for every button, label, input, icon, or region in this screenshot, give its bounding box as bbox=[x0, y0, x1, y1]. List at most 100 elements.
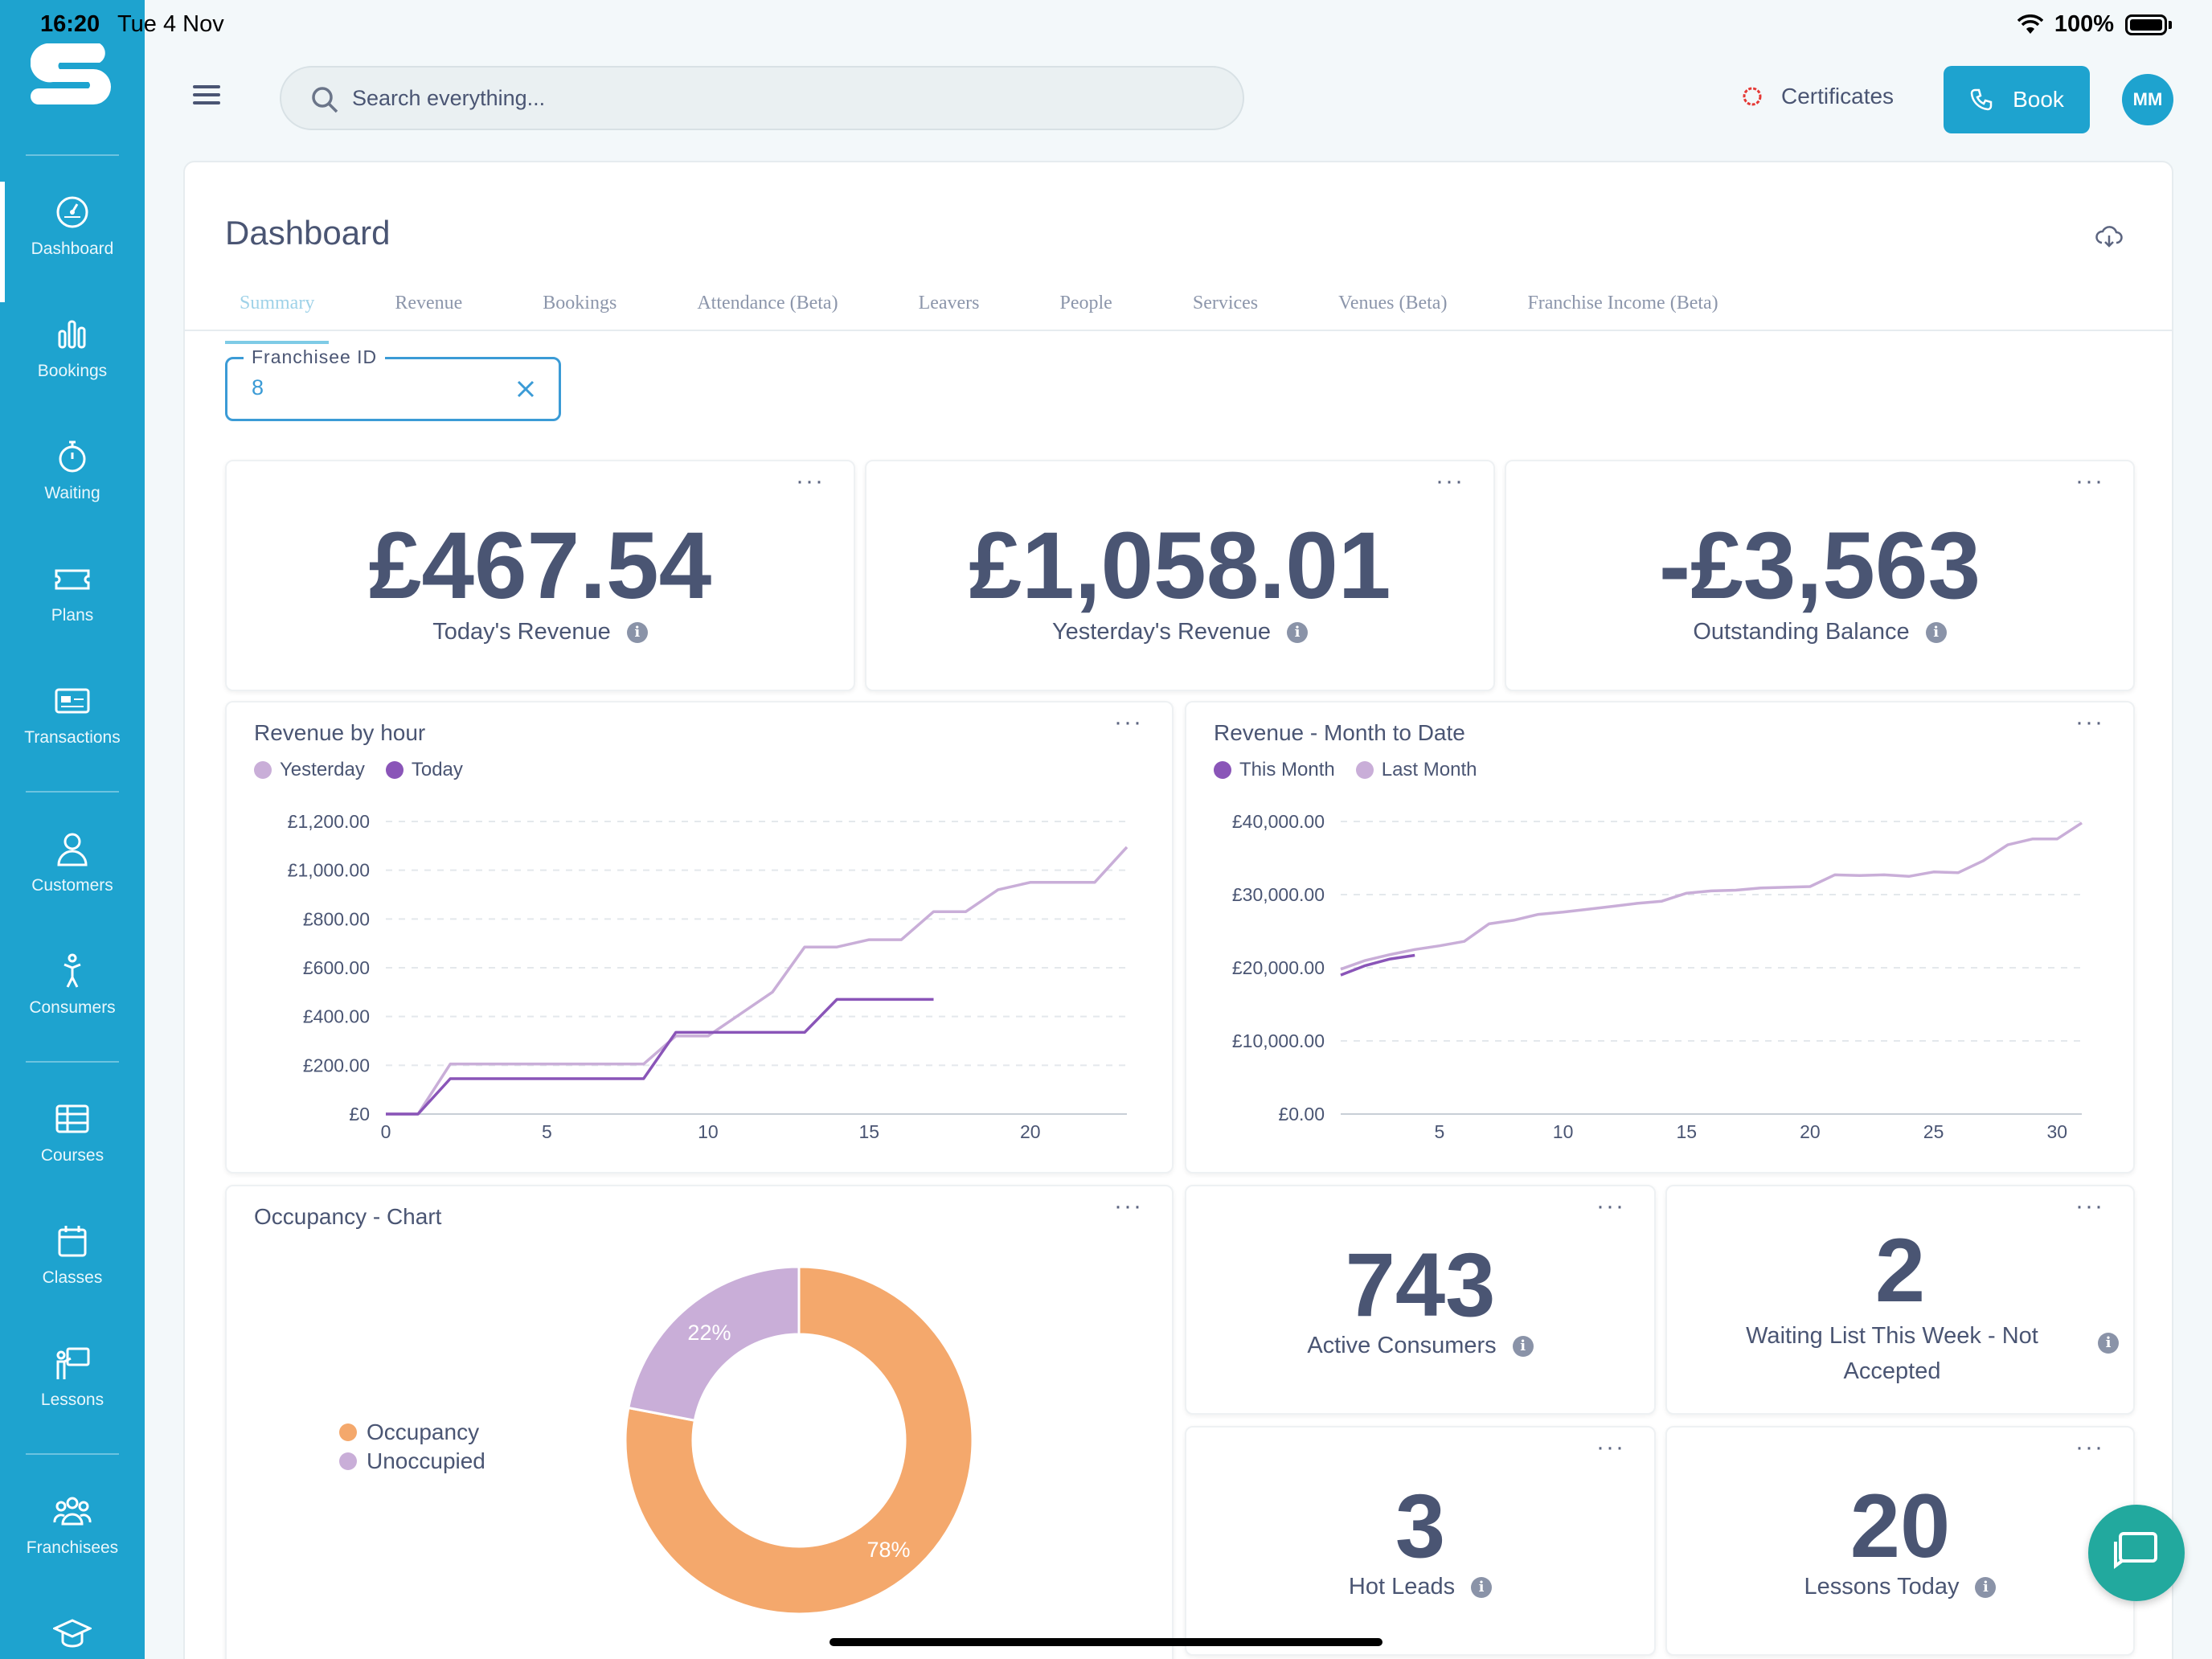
series-line-this-month[interactable] bbox=[1340, 953, 1415, 977]
more-options-icon[interactable]: ··· bbox=[2075, 1434, 2104, 1460]
franchisee-id-value[interactable]: 8 bbox=[252, 375, 264, 399]
card-icon bbox=[55, 688, 90, 714]
search-bar[interactable] bbox=[280, 66, 1244, 130]
x-tick-label: 0 bbox=[381, 1121, 391, 1142]
y-tick-label: £1,000.00 bbox=[288, 860, 370, 881]
legend-item-unoccupied[interactable]: Unoccupied bbox=[339, 1448, 485, 1474]
x-tick-label: 20 bbox=[1800, 1121, 1821, 1142]
legend-item-yesterday[interactable]: Yesterday bbox=[254, 759, 365, 781]
sidebar-item-label: Plans bbox=[51, 606, 94, 625]
sidebar-item-transactions[interactable]: Transactions bbox=[0, 682, 145, 786]
pie-slice-label: 22% bbox=[687, 1321, 731, 1345]
info-icon[interactable]: i bbox=[626, 622, 648, 644]
kpi-hot-leads: ··· 3 Hot Leads i bbox=[1185, 1426, 1656, 1656]
tab-summary[interactable]: Summary bbox=[225, 293, 330, 344]
tab-attendance[interactable]: Attendance (Beta) bbox=[697, 293, 838, 313]
more-options-icon[interactable]: ··· bbox=[1436, 468, 1464, 494]
info-icon[interactable]: i bbox=[1287, 622, 1309, 644]
sidebar-item-label: Bookings bbox=[37, 362, 108, 380]
sidebar-item-customers[interactable]: Customers bbox=[0, 830, 145, 934]
search-input[interactable] bbox=[352, 80, 1220, 116]
ticket-icon bbox=[55, 569, 90, 590]
home-indicator bbox=[830, 1638, 1382, 1646]
cloud-download-icon[interactable] bbox=[2095, 222, 2124, 251]
legend-item-last-month[interactable]: Last Month bbox=[1355, 759, 1477, 781]
y-tick-label: £30,000.00 bbox=[1232, 884, 1325, 905]
info-icon[interactable]: i bbox=[1975, 1577, 1997, 1599]
page-title: Dashboard bbox=[225, 214, 391, 252]
tab-people[interactable]: People bbox=[1059, 293, 1112, 313]
more-options-icon[interactable]: ··· bbox=[1596, 1434, 1625, 1460]
brand-logo[interactable] bbox=[31, 39, 114, 106]
sidebar-item-franchisees[interactable]: Franchisees bbox=[0, 1492, 145, 1596]
kpi-value: 20 bbox=[1849, 1476, 1951, 1576]
certificates-link[interactable]: Certificates bbox=[1741, 84, 1894, 109]
chart-title: Occupancy - Chart bbox=[254, 1204, 442, 1229]
chart-legend: This Month Last Month bbox=[1214, 759, 1477, 781]
stopwatch-icon bbox=[59, 440, 86, 473]
more-options-icon[interactable]: ··· bbox=[1596, 1193, 1625, 1219]
sidebar-item-consumers[interactable]: Consumers bbox=[0, 952, 145, 1056]
info-icon[interactable]: i bbox=[1925, 622, 1947, 644]
legend-item-today[interactable]: Today bbox=[385, 759, 463, 781]
certificate-badge-icon bbox=[1743, 87, 1762, 106]
kpi-value: 2 bbox=[1874, 1220, 1926, 1321]
x-tick-label: 15 bbox=[1676, 1121, 1697, 1142]
info-icon[interactable]: i bbox=[1471, 1577, 1493, 1599]
sidebar-item-lessons[interactable]: Lessons bbox=[0, 1344, 145, 1448]
more-options-icon[interactable]: ··· bbox=[2075, 468, 2104, 494]
y-tick-label: £400.00 bbox=[303, 1006, 370, 1027]
more-options-icon[interactable]: ··· bbox=[796, 468, 825, 494]
legend-item-this-month[interactable]: This Month bbox=[1214, 759, 1335, 781]
revenue-by-hour-card: ··· Revenue by hour Yesterday Today £0 £2… bbox=[225, 701, 1174, 1174]
info-icon[interactable]: i bbox=[2098, 1333, 2119, 1354]
y-tick-label: £1,200.00 bbox=[288, 811, 370, 832]
series-line-yesterday[interactable] bbox=[386, 846, 1129, 1116]
kpi-value: £467.54 bbox=[368, 513, 712, 619]
sidebar-item-label: Franchisees bbox=[26, 1538, 119, 1557]
status-right: 100% bbox=[2017, 11, 2172, 38]
y-tick-label: £10,000.00 bbox=[1232, 1030, 1325, 1051]
tab-bookings[interactable]: Bookings bbox=[543, 293, 617, 313]
status-date: Tue 4 Nov bbox=[117, 11, 224, 37]
clear-icon[interactable] bbox=[515, 379, 536, 399]
revenue-by-hour-chart: £0 £200.00 £400.00 £600.00 £800.00 £1,000.00 £… bbox=[288, 811, 1129, 1142]
sidebar-item-courses[interactable]: Courses bbox=[0, 1100, 145, 1204]
graduation-cap-icon bbox=[53, 1619, 92, 1648]
sidebar-item-classes[interactable]: Classes bbox=[0, 1222, 145, 1326]
book-button[interactable]: Book bbox=[1944, 66, 2090, 133]
info-icon[interactable]: i bbox=[1512, 1336, 1534, 1358]
sidebar-item-label: Dashboard bbox=[31, 240, 114, 258]
tab-revenue[interactable]: Revenue bbox=[395, 293, 463, 313]
sidebar-item-bookings[interactable]: Bookings bbox=[0, 315, 145, 420]
phone-icon bbox=[1970, 88, 1993, 111]
pie-slice-unoccupied[interactable] bbox=[627, 1265, 801, 1423]
sidebar-item-plans[interactable]: Plans bbox=[0, 559, 145, 664]
pie-slice-occupancy[interactable] bbox=[624, 1265, 974, 1616]
tab-franchise-income[interactable]: Franchise Income (Beta) bbox=[1527, 293, 1718, 313]
kpi-label: Today's Revenue bbox=[432, 619, 611, 645]
revenue-month-card: ··· Revenue - Month to Date This Month L… bbox=[1185, 701, 2135, 1174]
series-line-today[interactable] bbox=[386, 997, 934, 1116]
avatar[interactable]: MM bbox=[2122, 74, 2173, 125]
sidebar-item-waiting[interactable]: Waiting bbox=[0, 437, 145, 542]
tab-services[interactable]: Services bbox=[1192, 293, 1259, 313]
franchisee-id-field[interactable]: Franchisee ID 8 bbox=[225, 346, 561, 421]
kpi-label: Yesterday's Revenue bbox=[1051, 619, 1272, 645]
main-panel: Dashboard Summary Revenue Bookings Atten… bbox=[183, 161, 2173, 1659]
sidebar-item-label: Waiting bbox=[44, 484, 100, 502]
kpi-value: -£3,563 bbox=[1658, 513, 1981, 619]
chat-button[interactable] bbox=[2088, 1505, 2185, 1601]
hamburger-menu-icon[interactable] bbox=[193, 80, 231, 113]
tab-bar: Summary Revenue Bookings Attendance (Bet… bbox=[225, 293, 1784, 344]
sidebar-item-more[interactable] bbox=[0, 1614, 145, 1659]
battery-icon bbox=[2125, 14, 2167, 35]
more-options-icon[interactable]: ··· bbox=[2075, 1193, 2104, 1219]
tab-venues[interactable]: Venues (Beta) bbox=[1338, 293, 1448, 313]
series-line-last-month[interactable] bbox=[1340, 821, 2083, 971]
kpi-value: £1,058.01 bbox=[969, 513, 1391, 619]
legend-item-occupancy[interactable]: Occupancy bbox=[339, 1419, 485, 1445]
tab-leavers[interactable]: Leavers bbox=[918, 293, 980, 313]
kpi-label: Outstanding Balance bbox=[1693, 619, 1910, 645]
sidebar-item-dashboard[interactable]: Dashboard bbox=[0, 182, 145, 302]
